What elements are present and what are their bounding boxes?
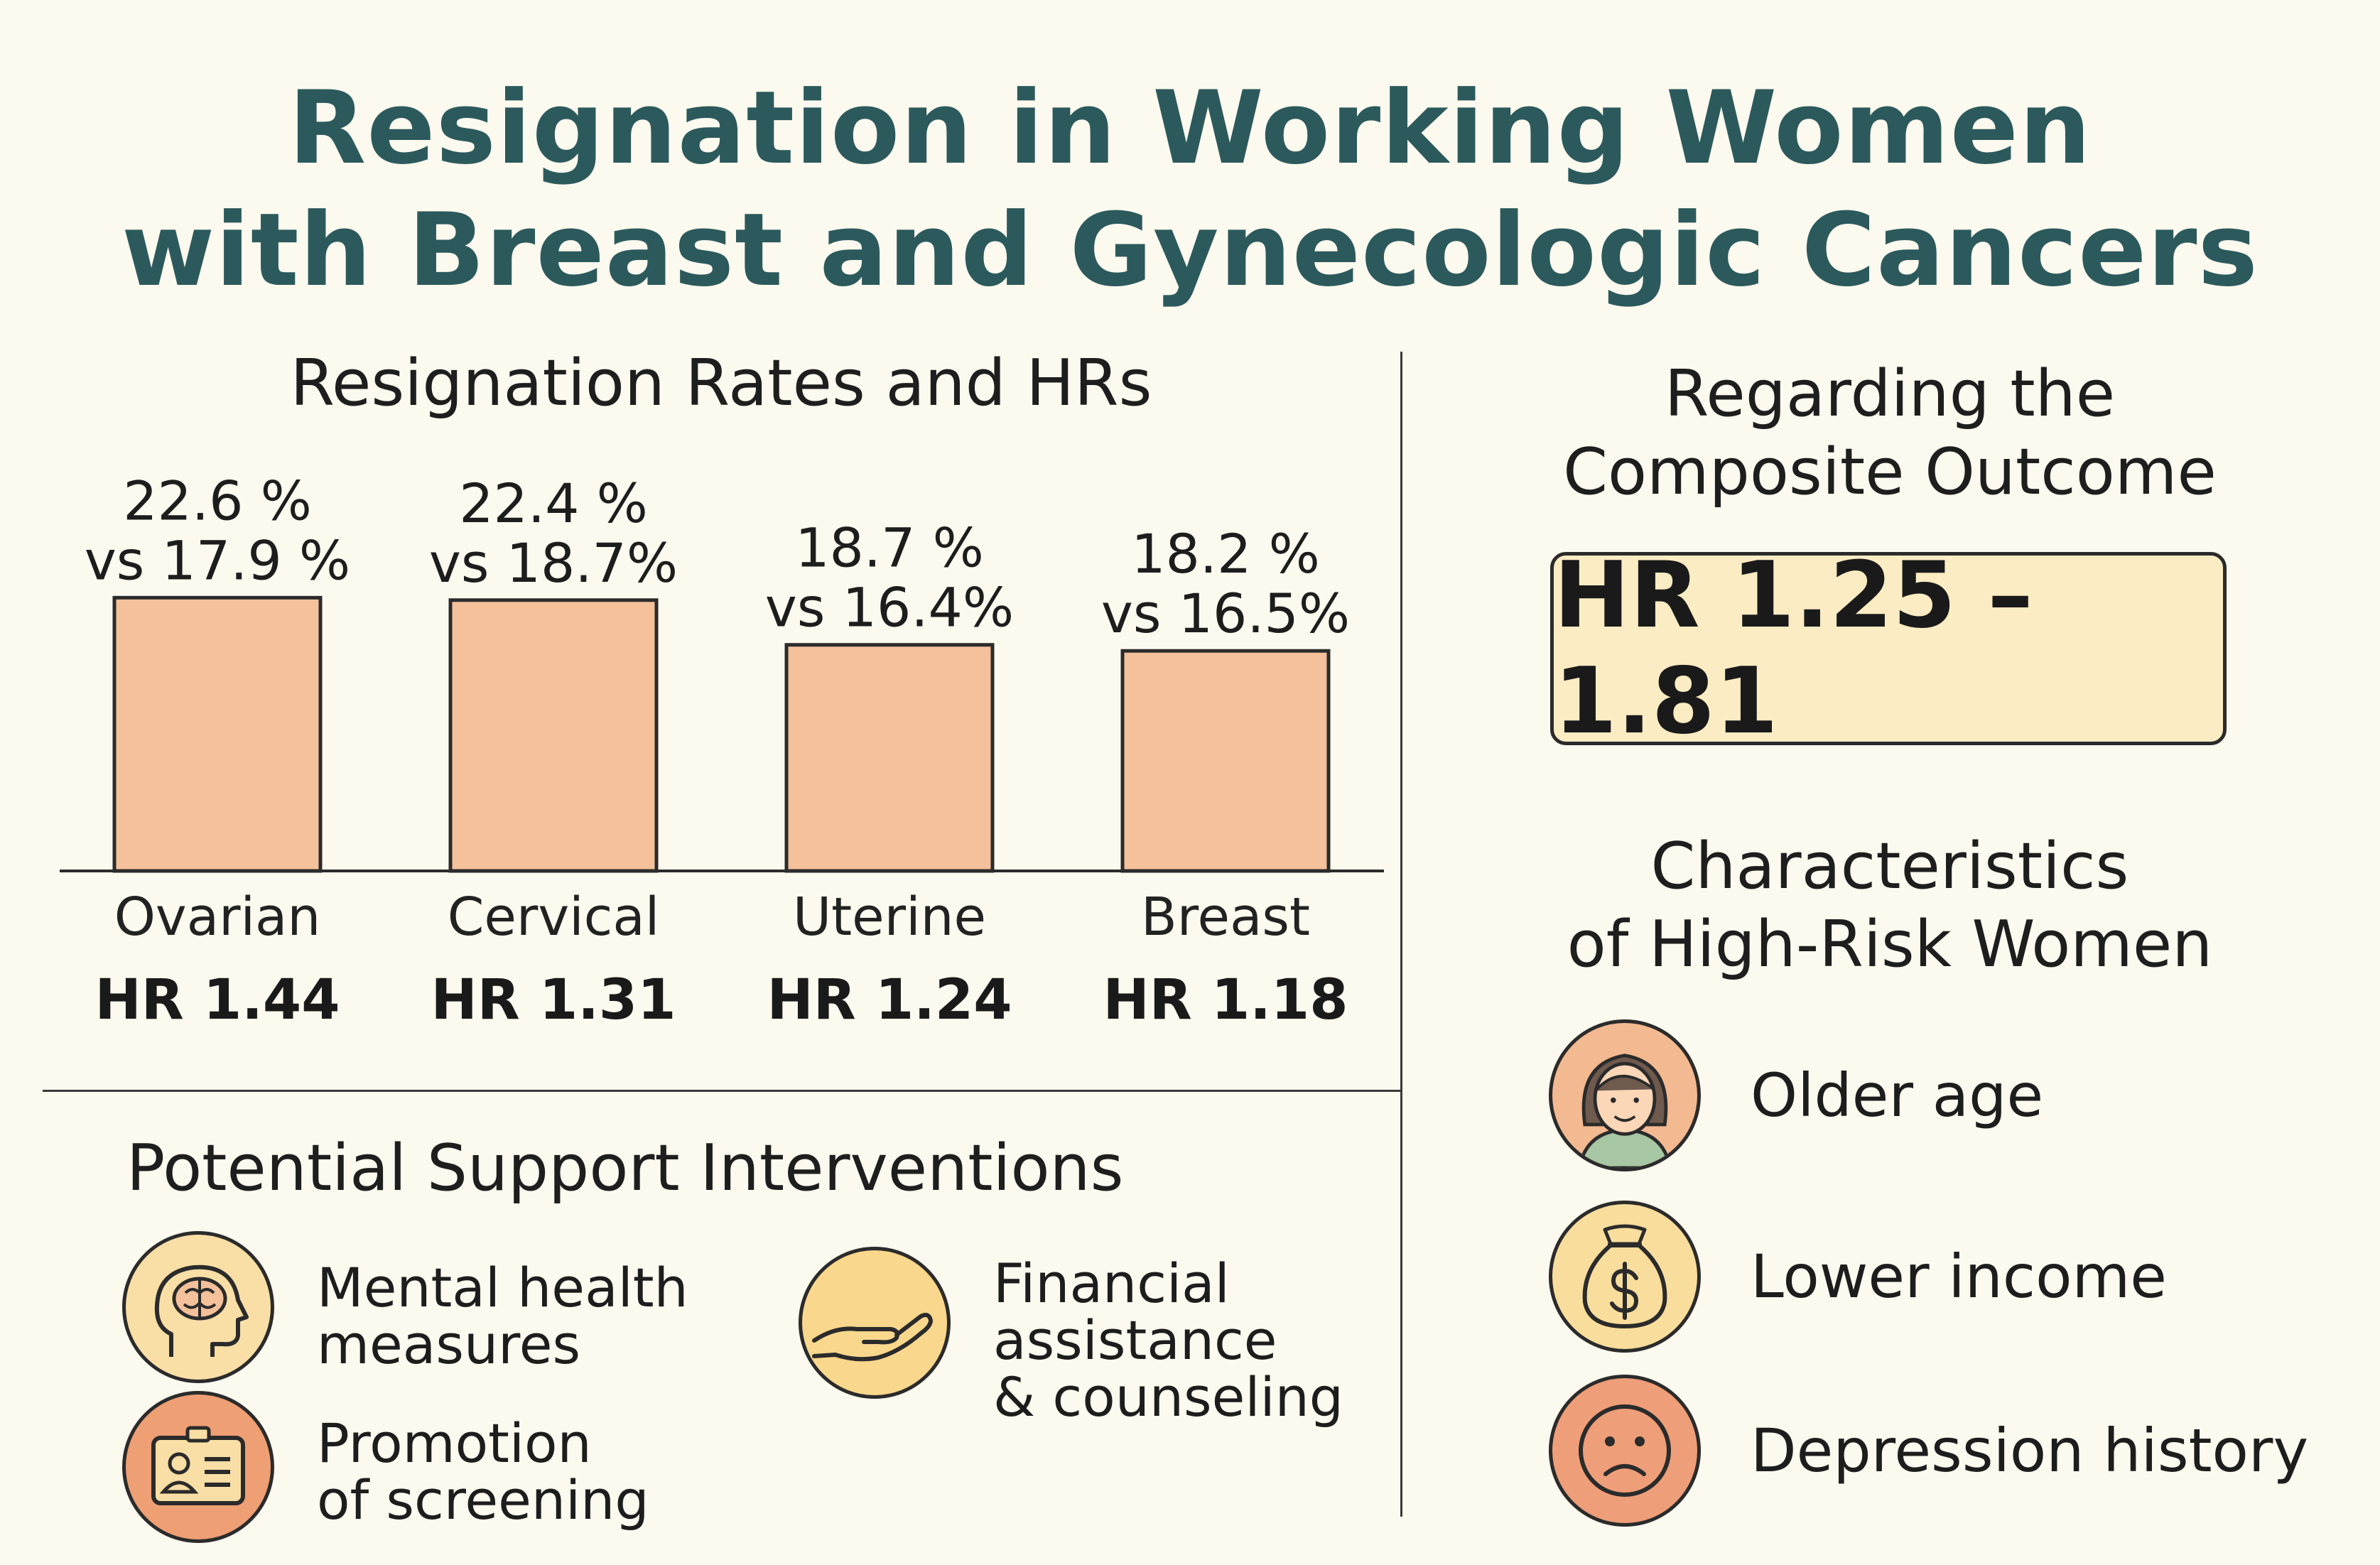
page-title: Resignation in Working Women with Breast… <box>0 67 2380 312</box>
high-risk-title-line: of High-Risk Women <box>1567 907 2213 982</box>
vertical-divider <box>1400 352 1402 1517</box>
money-bag-icon <box>1549 1201 1701 1353</box>
data-label: vs 16.4% <box>765 576 1014 639</box>
risk-label: Older age <box>1751 1061 2044 1130</box>
data-label: 22.6 % <box>123 469 312 532</box>
risk-label: Lower income <box>1751 1242 2167 1311</box>
data-label: 18.2 % <box>1131 522 1320 585</box>
composite-outcome-title: Regarding the Composite Outcome <box>1513 355 2266 511</box>
risk-older-age: Older age <box>1549 1019 2043 1171</box>
hr-label: HR 1.31 <box>431 968 676 1032</box>
hr-label: HR 1.24 <box>767 968 1012 1032</box>
intervention-label-line: Financial <box>993 1252 1230 1315</box>
brain-head-icon <box>122 1231 274 1383</box>
intervention-label-line: Promotion <box>317 1412 592 1475</box>
composite-hr-box: HR 1.25 –1.81 <box>1550 543 2227 754</box>
data-label: 18.7 % <box>795 516 984 580</box>
open-hand-icon <box>799 1247 951 1399</box>
high-risk-title: Characteristics of High-Risk Women <box>1513 828 2266 984</box>
interventions-title: Potential Support Interventions <box>126 1131 1124 1206</box>
risk-depression-history: Depression history <box>1549 1375 2308 1527</box>
intervention-screening: Promotion of screening <box>122 1391 649 1543</box>
id-card-icon <box>122 1391 274 1543</box>
category-label: Breast <box>1141 887 1310 948</box>
data-label: vs 17.9 % <box>85 529 350 592</box>
hr-label: HR 1.44 <box>95 968 340 1032</box>
composite-title-line: Regarding the <box>1664 357 2116 431</box>
data-label: vs 18.7% <box>429 531 678 595</box>
category-label: Cervical <box>448 887 660 948</box>
intervention-label-line: measures <box>317 1313 581 1376</box>
bar-breast <box>1120 649 1331 873</box>
intervention-financial: Financial assistance & counseling <box>799 1247 1343 1426</box>
bar-cervical <box>448 598 659 873</box>
sad-face-icon <box>1549 1375 1701 1527</box>
category-label: Ovarian <box>114 887 321 948</box>
intervention-mental-health: Mental health measures <box>122 1231 688 1383</box>
bar-uterine <box>784 643 995 873</box>
bar-ovarian <box>112 595 323 873</box>
composite-title-line: Composite Outcome <box>1563 435 2217 509</box>
woman-face-icon <box>1549 1019 1701 1171</box>
title-line-2: with Breast and Gynecologic Cancers <box>121 192 2259 309</box>
risk-lower-income: Lower income <box>1549 1201 2167 1353</box>
intervention-label-line: Mental health <box>317 1256 688 1319</box>
intervention-label-line: assistance <box>993 1309 1277 1372</box>
category-label: Uterine <box>793 887 986 948</box>
risk-label: Depression history <box>1751 1416 2309 1485</box>
horizontal-divider <box>43 1090 1401 1092</box>
high-risk-title-line: Characteristics <box>1650 829 2129 904</box>
title-line-1: Resignation in Working Women <box>288 70 2092 187</box>
data-label: vs 16.5% <box>1101 582 1350 645</box>
intervention-label-line: of screening <box>317 1468 649 1532</box>
hr-label: HR 1.18 <box>1103 968 1348 1032</box>
chart-title: Resignation Rates and HRs <box>290 346 1152 421</box>
intervention-label-line: & counseling <box>993 1365 1344 1429</box>
data-label: 22.4 % <box>459 472 648 535</box>
